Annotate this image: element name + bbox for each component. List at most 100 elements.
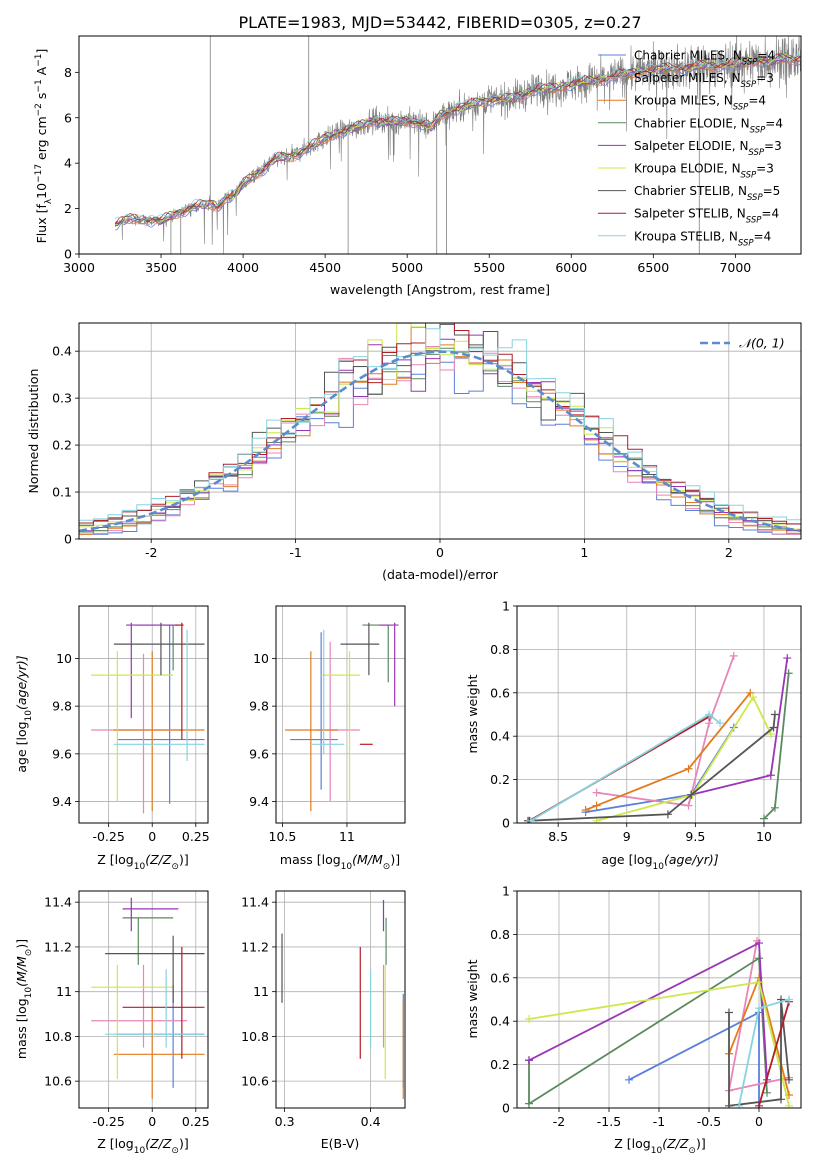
label-part: ⊙ bbox=[688, 1146, 696, 1156]
weight-point-kroupa-stelib bbox=[716, 719, 725, 728]
weight-point-kroupa-elodie bbox=[748, 693, 757, 702]
errorbar-chabrier-miles bbox=[117, 625, 205, 804]
label-part: −2 bbox=[34, 103, 44, 116]
weight-point-salpeter-elodie bbox=[783, 654, 792, 663]
label-part: ⊙ bbox=[171, 862, 179, 872]
legend-label-chabrier-elodie: Chabrier ELODIE, NSSP=4 bbox=[634, 116, 783, 135]
label-part: Flux [f bbox=[34, 204, 49, 244]
errorbar-chabrier-elodie bbox=[134, 624, 174, 671]
y-tick-label: 0.8 bbox=[490, 642, 510, 657]
y-tick-label: 0.2 bbox=[490, 1057, 510, 1072]
legend-count: 4 bbox=[771, 207, 779, 221]
y-tick-label: 0 bbox=[502, 816, 510, 831]
x-tick-label: 0.3 bbox=[275, 1114, 295, 1129]
axes-frame bbox=[78, 605, 209, 824]
y-tick-label: 10.8 bbox=[241, 1029, 269, 1044]
y-tick-label: 0.4 bbox=[52, 344, 72, 359]
plot-area bbox=[276, 606, 405, 823]
label-part: )] bbox=[696, 1136, 706, 1151]
legend-prefix: N bbox=[724, 94, 733, 108]
weight-point-chabrier-elodie bbox=[525, 1099, 533, 1108]
errorbar-salpeter-elodie bbox=[126, 622, 179, 719]
x-tick-label: -0.25 bbox=[92, 829, 124, 844]
weight-point-kroupa-stelib bbox=[755, 1004, 763, 1013]
spectrum-panel: 3000 3500 4000 4500 5000 5500 6000 6500 7000 0 2 4 6… bbox=[34, 35, 802, 297]
legend-prefix: N bbox=[741, 116, 750, 130]
y-tick-label: 10.8 bbox=[44, 1029, 72, 1044]
legend-sub: SSP bbox=[733, 103, 749, 113]
legend-prefix: N bbox=[737, 207, 746, 221]
label-part: 10 bbox=[24, 987, 34, 999]
label-part: mass [log bbox=[280, 852, 341, 867]
y-tick-label: 9.6 bbox=[52, 746, 72, 761]
weight-point-kroupa-stelib bbox=[526, 816, 535, 823]
errorbar-chabrier-elodie bbox=[122, 917, 174, 965]
weight-line-kroupa-elodie bbox=[596, 695, 772, 822]
y-tick-label: 11.2 bbox=[241, 939, 269, 954]
y-tick-label: 0.2 bbox=[52, 438, 72, 453]
label-part: ⊙ bbox=[171, 1146, 179, 1156]
legend-label-kroupa-miles: Kroupa MILES, NSSP=4 bbox=[634, 94, 766, 113]
x-tick-label: 8.5 bbox=[548, 829, 568, 844]
legend-series-name: Kroupa MILES bbox=[634, 94, 716, 108]
weight-point-chabrier-elodie bbox=[770, 803, 779, 812]
y-tick-label: 9.8 bbox=[249, 699, 269, 714]
legend-sub: SSP bbox=[742, 58, 758, 68]
plot-area bbox=[79, 891, 208, 1108]
x-tick-label: 0 bbox=[148, 1114, 156, 1129]
legend-series-name: Salpeter STELIB bbox=[634, 207, 729, 221]
legend-prefix: N bbox=[739, 139, 748, 153]
weight-point-chabrier-stelib bbox=[663, 810, 672, 819]
x-tick-label: 3500 bbox=[145, 260, 177, 275]
y-tick-label: 10 bbox=[56, 651, 72, 666]
x-tick-label: 0 bbox=[755, 1114, 763, 1129]
y-tick-label: 11.4 bbox=[44, 895, 72, 910]
axes-frame bbox=[78, 35, 802, 255]
legend-label-chabrier-stelib: Chabrier STELIB, NSSP=5 bbox=[634, 184, 780, 203]
y-tick-label: 9.4 bbox=[52, 794, 72, 809]
y-tick-label: 0.6 bbox=[490, 685, 510, 700]
x-tick-label: 5500 bbox=[473, 260, 505, 275]
legend-sub: SSP bbox=[750, 125, 766, 135]
y-tick-label: 0.1 bbox=[52, 485, 72, 500]
errorbar-salpeter-elodie bbox=[122, 897, 179, 932]
y-tick-label: 10 bbox=[253, 651, 269, 666]
y-tick-label: 0.6 bbox=[490, 970, 510, 985]
label-part: Z [log bbox=[97, 1136, 133, 1151]
x-tick-label: 0.25 bbox=[182, 829, 210, 844]
x-tick-label: 4000 bbox=[227, 260, 259, 275]
errorbar-chabrier-elodie bbox=[362, 624, 389, 683]
errorbar-kroupa-stelib bbox=[105, 969, 205, 1048]
x-tick-label: 5000 bbox=[391, 260, 423, 275]
weight-point-salpeter-miles bbox=[684, 801, 693, 810]
errorbar-kroupa-miles bbox=[113, 1007, 205, 1100]
plot-area bbox=[517, 606, 801, 823]
errorbar-chabrier-stelib bbox=[105, 935, 205, 1003]
weight-point-salpeter-stelib bbox=[755, 1101, 763, 1108]
x-tick-label: 10.5 bbox=[269, 829, 297, 844]
legend-prefix: N bbox=[733, 49, 742, 63]
y-tick-label: 4 bbox=[64, 156, 72, 171]
y-tick-label: 0.4 bbox=[490, 729, 510, 744]
weight-point-kroupa-miles bbox=[592, 801, 601, 810]
legend-count: 5 bbox=[773, 184, 781, 198]
label-part: )] bbox=[390, 852, 400, 867]
legend-prefix: N bbox=[729, 229, 738, 243]
weight-point-chabrier-elodie bbox=[763, 1088, 771, 1097]
x-tick-label: 9.5 bbox=[685, 829, 705, 844]
y-tick-label: 9.6 bbox=[249, 746, 269, 761]
x-tick-label: 0.4 bbox=[361, 1114, 381, 1129]
weight-line-chabrier-stelib bbox=[527, 714, 776, 822]
label-part: λ bbox=[44, 198, 54, 204]
label-part: age [log bbox=[14, 721, 29, 772]
x-tick-label: 9 bbox=[623, 829, 631, 844]
x-axis-label: age [log10(age/yr)] bbox=[601, 852, 718, 872]
legend-sub: SSP bbox=[738, 238, 754, 248]
y-tick-label: 11 bbox=[56, 984, 72, 999]
weight-point-kroupa-stelib bbox=[785, 995, 793, 1004]
weight-point-kroupa-elodie bbox=[525, 1015, 533, 1024]
label-part: mass [log bbox=[14, 998, 29, 1059]
